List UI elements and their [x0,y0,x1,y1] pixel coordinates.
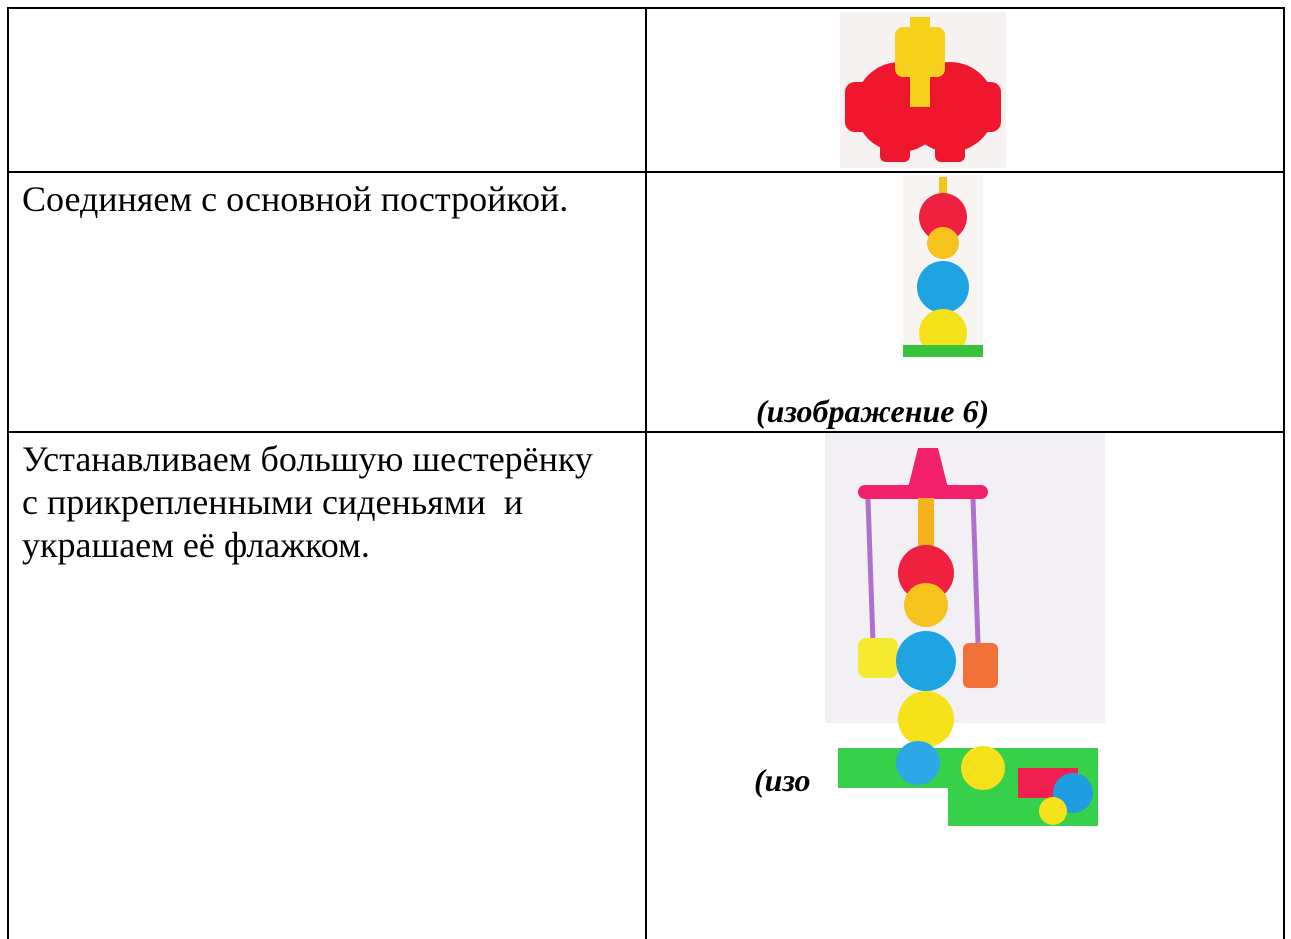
image-caption: (изо [754,762,811,798]
carousel-photo [818,433,1108,828]
column-border [645,7,647,939]
row-text: с прикрепленными сиденьями и [22,482,524,522]
table-border [1283,7,1285,939]
row-text: украшаем её флажком. [22,525,370,565]
image-caption: (изображение 6) [756,393,990,429]
table-border [7,7,9,939]
tower-photo [903,175,983,357]
gear-photo [840,12,1006,168]
row-text: Устанавливаем большую шестерёнку [22,439,593,479]
row-text: Соединяем с основной постройкой. [22,179,569,219]
